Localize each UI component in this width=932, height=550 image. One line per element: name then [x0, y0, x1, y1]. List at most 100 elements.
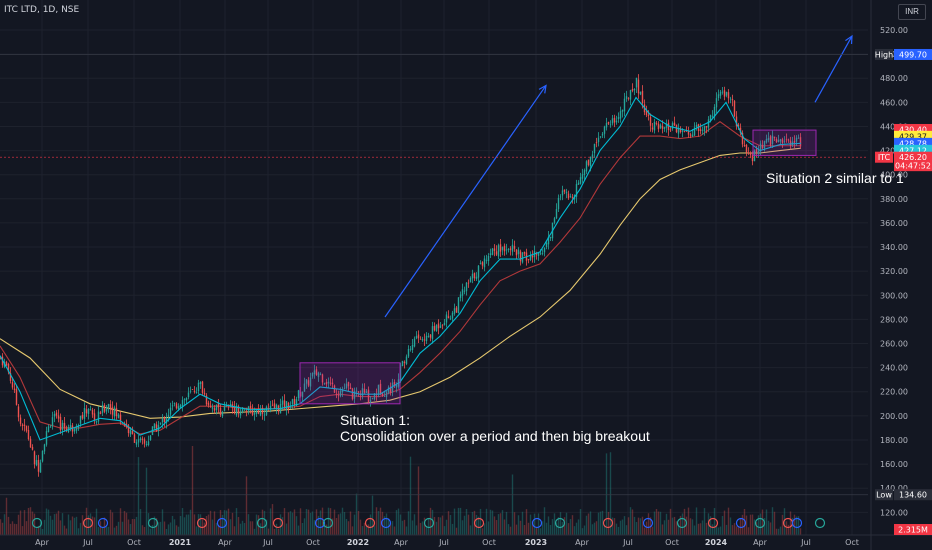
candle-body [137, 439, 140, 443]
candle-body [633, 89, 636, 91]
price-tag-label-box [875, 48, 893, 60]
x-tick-label: Jul [622, 538, 633, 547]
x-tick-label: 2024 [705, 538, 728, 547]
volume-bar [597, 512, 600, 535]
price-tag-label: High [875, 50, 893, 59]
volume-bar [25, 521, 28, 535]
volume-bar [73, 517, 76, 535]
volume-bar [279, 514, 282, 535]
candle-body [723, 90, 726, 97]
candle-body [285, 401, 288, 410]
candle-body [341, 389, 344, 393]
price-tag-box [894, 48, 932, 60]
volume-bar [39, 521, 42, 535]
volume-bar [547, 516, 550, 535]
volume-bar [305, 508, 308, 535]
candle-body [343, 388, 346, 390]
candle-body [303, 383, 306, 392]
candle-body [237, 406, 240, 414]
volume-bar [181, 508, 184, 535]
volume-bar [641, 516, 644, 535]
price-tag-value: 426.20 [899, 153, 927, 162]
volume-bar [577, 519, 580, 535]
candle-body [215, 404, 218, 411]
volume-bar [247, 514, 250, 535]
candle-body [459, 294, 462, 298]
candle-body [555, 209, 558, 219]
volume-bar [373, 525, 376, 535]
chart-grid [0, 0, 868, 535]
event-marker [473, 517, 485, 529]
candle-body [331, 382, 334, 385]
candle-body [259, 408, 262, 416]
candle-body [731, 99, 734, 101]
volume-bar [51, 519, 54, 535]
candle-body [239, 412, 242, 416]
candle-body [35, 460, 38, 466]
volume-bar [523, 525, 526, 535]
candle-body [311, 373, 314, 377]
y-tick-label: 140.00 [880, 484, 908, 493]
volume-bar [101, 527, 104, 535]
candle-body [595, 142, 598, 144]
candle-body [261, 407, 264, 414]
event-marker [82, 517, 94, 529]
candle-body [747, 152, 750, 154]
volume-bar [697, 523, 700, 535]
volume-bar [369, 514, 372, 535]
volume-bar [121, 521, 124, 535]
candle-body [401, 361, 404, 367]
candle-body [107, 403, 110, 410]
candle-body [471, 273, 474, 279]
event-marker [707, 517, 719, 529]
volume-tag-box [894, 524, 932, 535]
candle-body [371, 398, 374, 400]
candle-body [15, 389, 18, 405]
volume-bar [191, 445, 194, 535]
candle-body [433, 326, 436, 331]
volume-bar [313, 520, 316, 535]
candle-body [41, 451, 44, 462]
candle-body [701, 129, 704, 131]
volume-bar [389, 523, 392, 535]
candle-body [319, 373, 322, 375]
candle-body [655, 123, 658, 124]
candle-body [335, 393, 338, 395]
time-axis[interactable]: Apr Jul Oct 2021 Apr Jul Oct 2022 Apr Jul Oct 2023 A… [0, 534, 932, 547]
price-tag-value: 428.78 [899, 139, 927, 148]
volume-bar [757, 515, 760, 535]
volume-bar [443, 526, 446, 535]
volume-bar [783, 508, 786, 535]
volume-bar [307, 509, 310, 535]
volume-bar [715, 526, 718, 535]
price-axis[interactable]: 520.00500.00480.00460.00440.00420.00400.… [870, 0, 908, 550]
candle-body [729, 98, 732, 100]
candle-body [637, 79, 640, 94]
volume-bar [479, 508, 482, 535]
volume-bar [787, 524, 790, 535]
candle-body [795, 137, 798, 142]
candle-body [409, 348, 412, 350]
candle-body [785, 139, 788, 141]
volume-bar [475, 514, 478, 535]
candle-body [453, 308, 456, 314]
candle-body [363, 388, 366, 393]
volume-bar [467, 514, 470, 535]
candle-body [193, 390, 196, 392]
candle-body [447, 316, 450, 319]
candle-body [577, 182, 580, 185]
candle-body [325, 382, 328, 385]
volume-bar [693, 525, 696, 535]
volume-bar [0, 519, 2, 535]
candle-body [143, 439, 146, 444]
candle-body [9, 373, 12, 381]
volume-bar [423, 517, 426, 535]
candle-body [373, 393, 376, 400]
volume-bar [595, 521, 598, 535]
currency-button[interactable]: INR [898, 4, 926, 20]
volume-bar [631, 509, 634, 535]
volume-bar [447, 511, 450, 535]
candle-body [233, 406, 236, 414]
candle-body [639, 91, 642, 95]
